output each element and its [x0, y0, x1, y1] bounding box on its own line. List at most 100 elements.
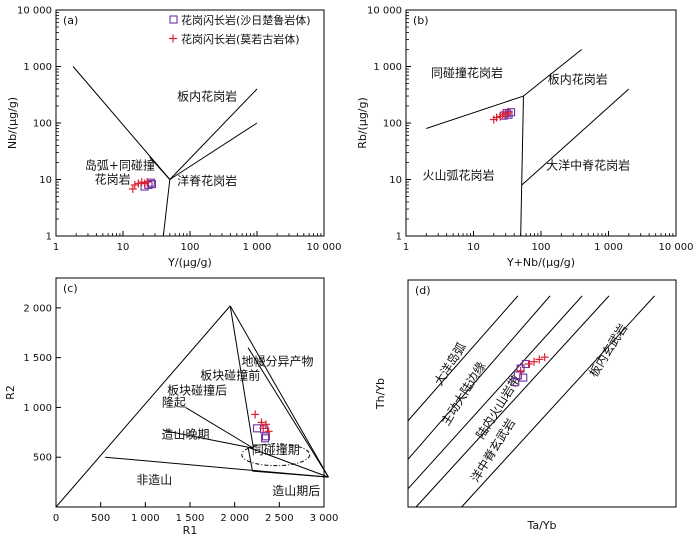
panel-label: (a): [63, 14, 78, 27]
field-label: 造山期后: [272, 484, 320, 498]
x-tick-label: 1 000: [594, 242, 623, 253]
y-tick-label: 10: [39, 175, 52, 186]
data-point-square: [261, 432, 270, 441]
x-axis-title: Y/(μg/g): [167, 256, 212, 269]
y-tick-label: 2 000: [23, 303, 52, 314]
x-tick-label: 1: [53, 242, 59, 253]
y-tick-label: 500: [33, 453, 52, 464]
plot-frame: [405, 9, 677, 237]
y-axis-title: R2: [4, 385, 17, 400]
field-boundary-line: [169, 88, 258, 180]
data-point-plus: [259, 424, 268, 433]
field-label: 花岗岩: [95, 171, 131, 186]
field-label: 非造山: [136, 473, 172, 487]
field-boundary-line: [426, 95, 524, 129]
field-boundary-line: [247, 347, 329, 478]
field-label: 板块碰撞前: [200, 368, 260, 383]
x-tick-label: 2 000: [220, 513, 249, 524]
data-point-plus: [251, 410, 260, 419]
x-tick-label: 10: [467, 242, 480, 253]
field-boundary-line: [247, 446, 329, 478]
plot-frame: [407, 279, 677, 508]
data-point-plus: [130, 180, 139, 189]
y-axis-title: Rb/(μg/g): [356, 97, 369, 149]
field-boundary-line: [185, 407, 254, 449]
y-tick-label: 100: [33, 119, 52, 130]
data-point-plus: [504, 109, 513, 118]
x-tick-label: 1 000: [131, 513, 160, 524]
data-point-plus: [529, 357, 538, 366]
x-tick-label: 100: [180, 242, 199, 253]
y-tick-label: 100: [383, 119, 402, 130]
data-point-plus: [492, 113, 501, 122]
field-label: 板内花岗岩: [548, 72, 608, 87]
field-label: 板内玄武岩: [586, 321, 631, 380]
legend: 花岗闪长岩(沙日楚鲁岩体) 花岗闪长岩(莫若古岩体): [169, 13, 311, 46]
legend-square-label: 花岗闪长岩(沙日楚鲁岩体): [181, 13, 311, 27]
syn-collision-ellipse: [241, 443, 311, 467]
panel-label: (b): [413, 14, 429, 27]
field-boundary-line: [521, 88, 630, 186]
field-label: 同碰撞花岗岩: [431, 65, 503, 80]
legend-plus-label: 花岗闪长岩(莫若古岩体): [181, 32, 300, 46]
x-tick-label: 1 000: [243, 242, 272, 253]
x-axis-title: R1: [183, 524, 198, 537]
field-boundary-line: [55, 305, 231, 508]
legend-square-marker: [169, 15, 178, 24]
x-tick-label: 0: [53, 513, 59, 524]
y-tick-label: 1 000: [23, 403, 52, 414]
field-boundary-line: [407, 295, 551, 460]
x-tick-label: 1: [403, 242, 409, 253]
x-tick-label: 2 500: [265, 513, 294, 524]
x-tick-label: 10 000: [307, 242, 342, 253]
panel-a-chart: 1 10 100 1 000 10 000 1 10 100 1 000 10 000 板内花岗岩岛…: [6, 6, 342, 270]
field-label: 板块碰撞后: [167, 382, 227, 397]
field-boundary-line: [229, 305, 254, 449]
data-point-square: [260, 434, 270, 443]
field-label: 隆起: [162, 394, 186, 409]
data-point-plus: [264, 427, 273, 436]
field-boundary-line: [407, 295, 519, 422]
field-boundary-line: [407, 295, 583, 490]
field-boundary-line: [523, 49, 582, 97]
field-boundary-line: [520, 96, 524, 237]
x-axis-title: Y+Nb/(μg/g): [506, 256, 575, 269]
y-tick-label: 1 500: [23, 353, 52, 364]
field-label: 造山晚期: [162, 427, 210, 441]
field-boundary-line: [252, 470, 329, 478]
data-point-plus: [524, 359, 533, 368]
field-boundary-line: [415, 295, 610, 508]
x-tick-label: 1 500: [176, 513, 205, 524]
y-tick-label: 1 000: [373, 62, 402, 73]
field-boundary-line: [162, 179, 171, 237]
data-point-plus: [535, 355, 544, 364]
field-boundary-line: [229, 305, 329, 478]
y-tick-label: 1: [46, 232, 52, 243]
panel-c-chart: 0 500 1 000 1 500 2 000 2 500 3 000 500 1 000 1 5…: [4, 277, 338, 537]
y-tick-label: 10: [389, 175, 402, 186]
x-tick-label: 10: [117, 242, 130, 253]
y-tick-label: 1 000: [23, 62, 52, 73]
y-tick-label: 1: [396, 232, 402, 243]
field-label: 同碰撞期: [252, 442, 300, 457]
data-point-square: [519, 373, 528, 382]
panel-label: (d): [415, 284, 431, 297]
legend-plus-marker: [169, 34, 177, 43]
field-label: 火山弧花岗岩: [423, 168, 495, 183]
data-point-plus: [516, 366, 525, 375]
field-boundary-line: [72, 66, 171, 180]
x-axis-title: Ta/Yb: [526, 519, 556, 532]
x-tick-label: 500: [91, 513, 110, 524]
field-label: 大洋中脊花岗岩: [546, 158, 630, 173]
panel-b-chart: 1 10 100 1 000 10 000 1 10 100 1 000 10 000 同碰撞花岗岩…: [356, 6, 694, 270]
data-point-plus: [128, 184, 137, 193]
data-point-plus: [540, 353, 549, 362]
y-axis-title: Nb/(μg/g): [6, 97, 19, 149]
field-label: 板内花岗岩: [177, 89, 237, 104]
y-tick-label: 10 000: [17, 6, 52, 17]
data-point-plus: [143, 178, 152, 187]
data-point-square: [507, 108, 516, 117]
field-boundary-line: [169, 122, 258, 180]
